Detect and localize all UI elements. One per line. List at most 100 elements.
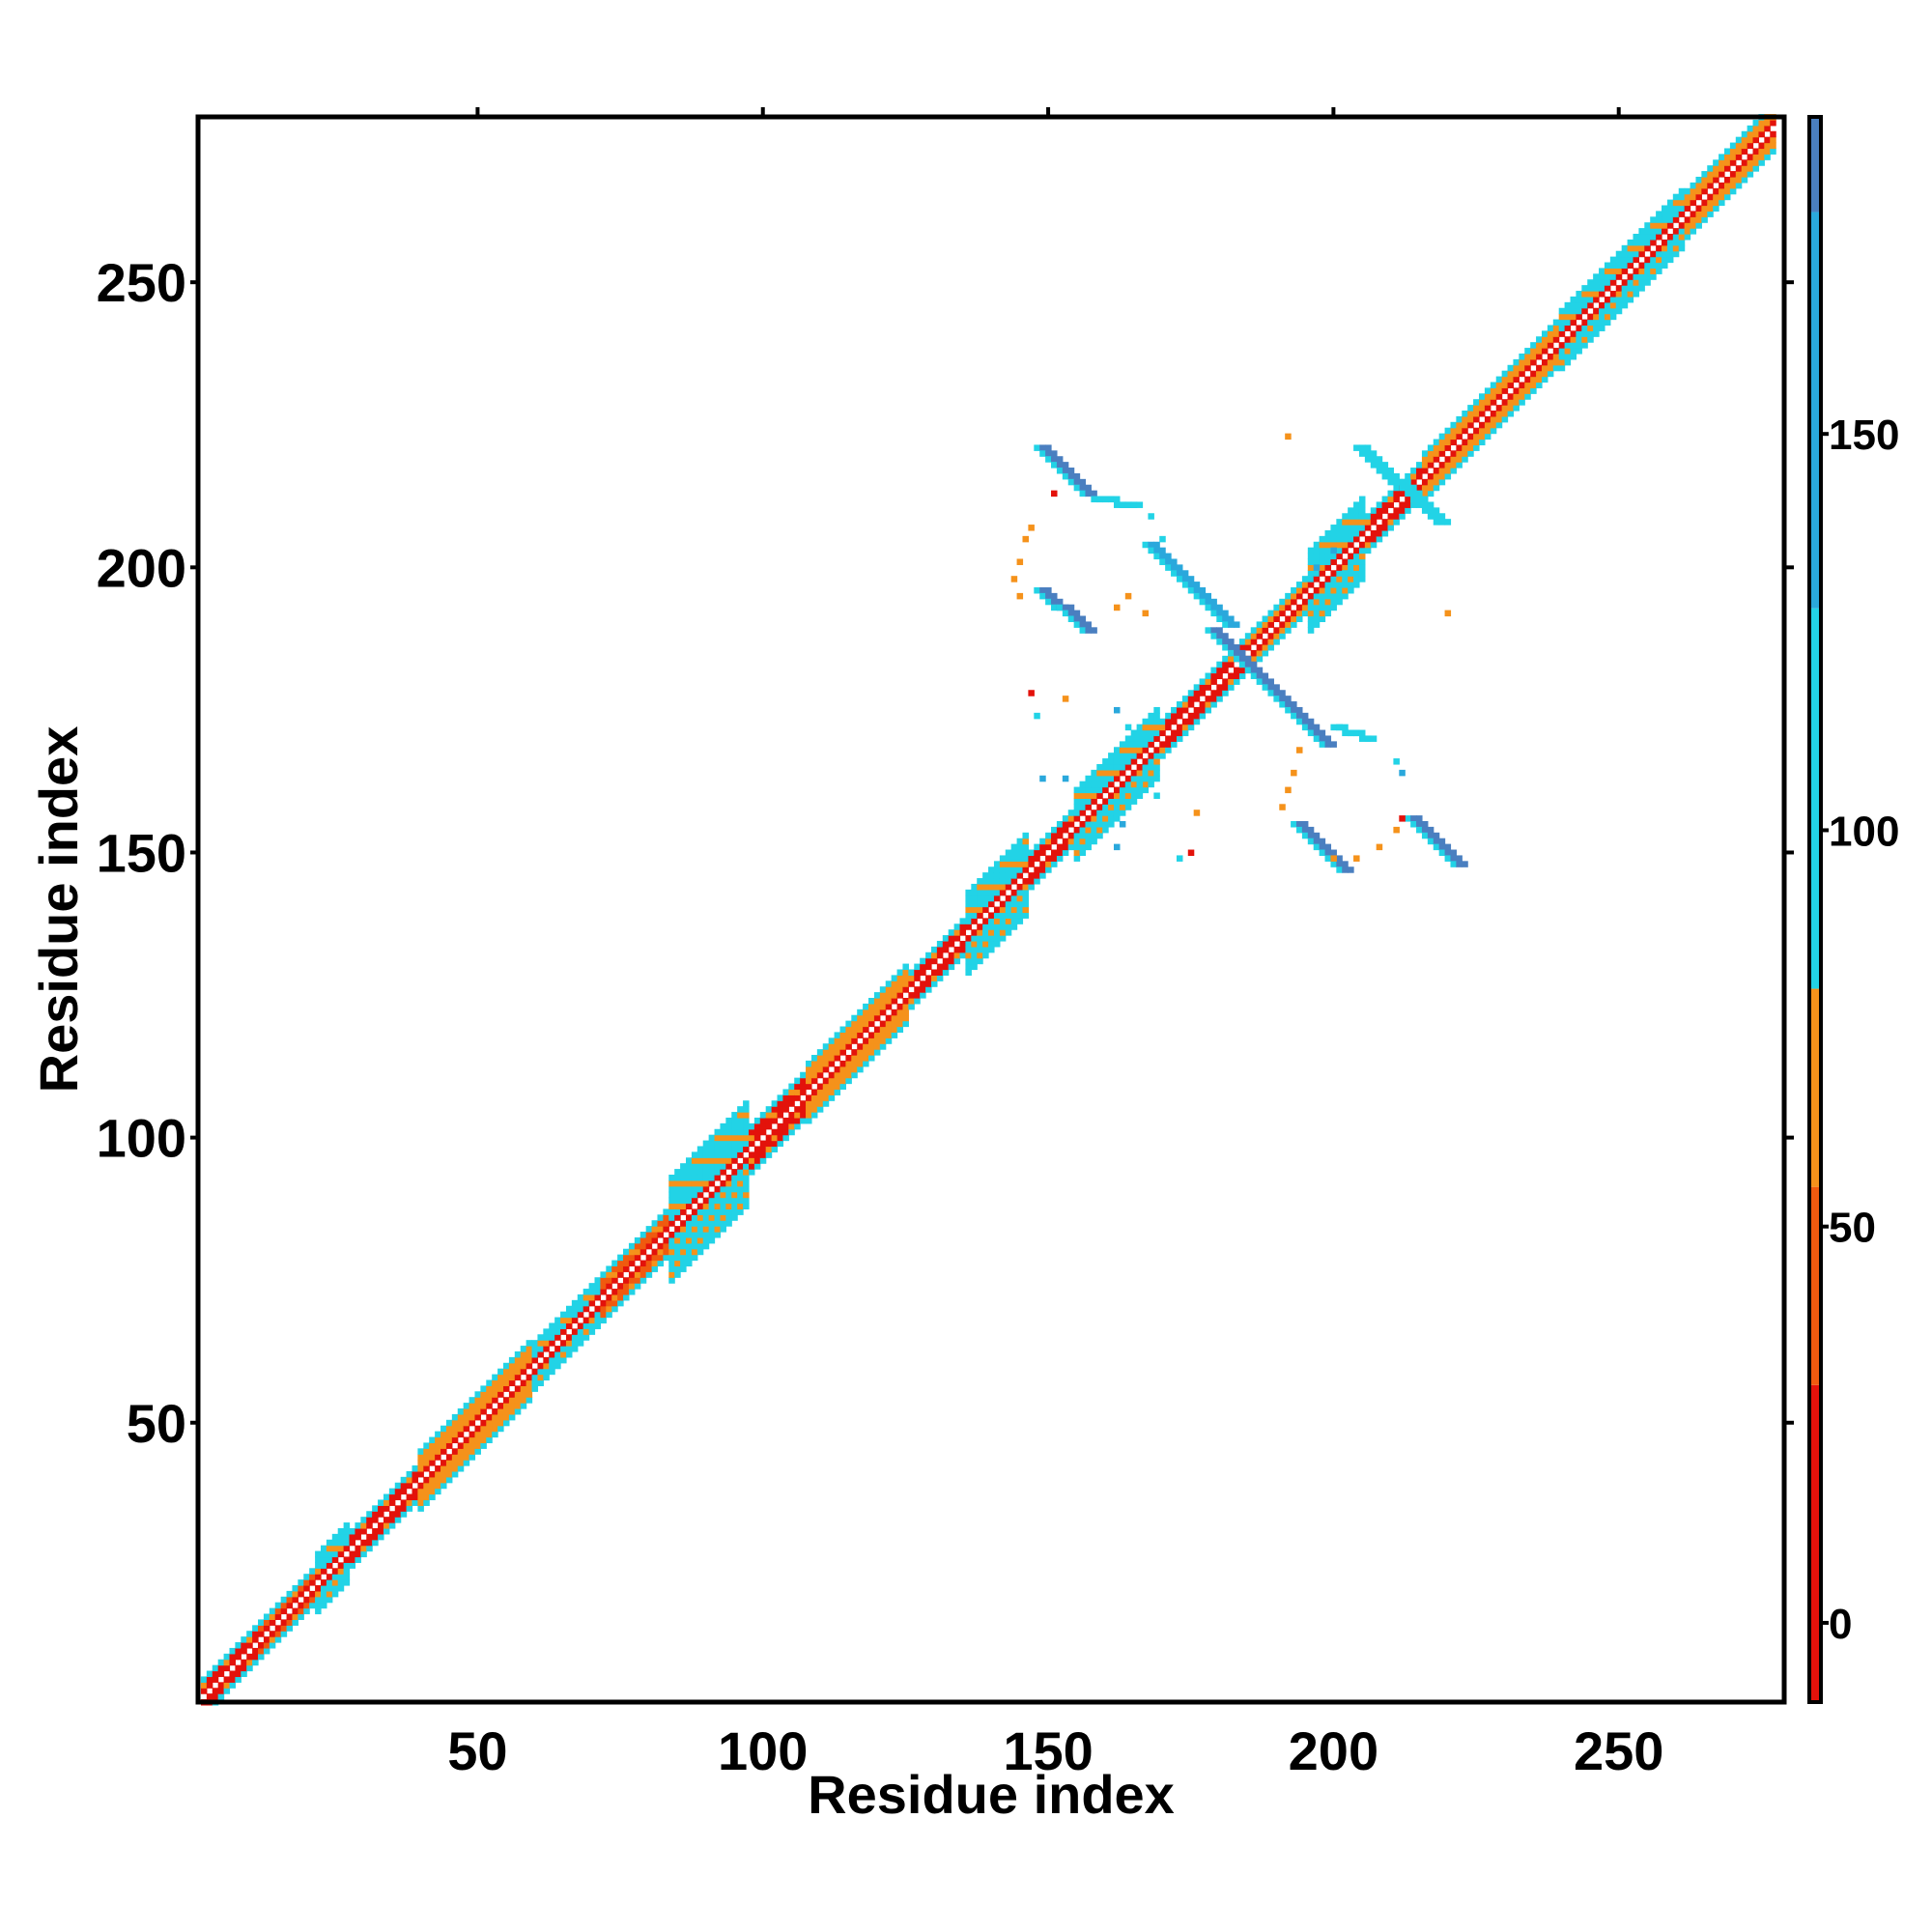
diagonal-cell	[1666, 256, 1674, 264]
diagonal-cell	[1678, 244, 1686, 252]
diagonal-cell	[1062, 838, 1069, 845]
diagonal-cell	[851, 1037, 858, 1044]
diagonal-cell	[1570, 319, 1577, 327]
diagonal-cell	[1005, 912, 1012, 919]
diagonal-cell	[1662, 262, 1668, 270]
diagonal-cell	[1005, 855, 1012, 862]
diagonal-cell	[1513, 387, 1520, 394]
strand-cell	[1193, 592, 1201, 600]
diagonal-cell	[1148, 729, 1154, 737]
strand-cell	[1091, 496, 1097, 503]
diagonal-cell	[1039, 838, 1046, 845]
diagonal-cell	[725, 1134, 732, 1142]
diagonal-cell	[668, 1232, 675, 1238]
diagonal-cell	[1719, 182, 1725, 189]
diagonal-cell	[1758, 154, 1765, 160]
diagonal-cell	[1484, 427, 1492, 435]
contact-cell	[1028, 525, 1035, 531]
diagonal-cell	[1256, 633, 1264, 639]
contact-cell	[1193, 810, 1201, 816]
diagonal-cell	[920, 992, 926, 999]
diagonal-cell	[725, 1191, 732, 1199]
diagonal-cell	[1073, 855, 1081, 862]
diagonal-cell	[1621, 279, 1629, 286]
diagonal-cell	[274, 1631, 282, 1637]
diagonal-cell	[588, 1299, 596, 1307]
diagonal-cell	[223, 1676, 231, 1683]
diagonal-cell	[863, 1049, 869, 1056]
strand-cell	[1039, 592, 1046, 600]
diagonal-cell	[1678, 205, 1686, 212]
diagonal-cell	[1501, 399, 1509, 406]
diagonal-cell	[1210, 667, 1217, 674]
strand-cell	[1353, 729, 1360, 737]
diagonal-cell	[720, 1169, 726, 1176]
diagonal-cell	[1547, 325, 1554, 331]
diagonal-cell	[674, 1260, 681, 1267]
diagonal-cell	[435, 1482, 441, 1490]
diagonal-cell	[1313, 592, 1321, 600]
diagonal-cell	[1358, 501, 1366, 508]
diagonal-cell	[737, 1197, 744, 1205]
diagonal-cell	[1113, 763, 1121, 771]
diagonal-cell	[714, 1214, 722, 1221]
diagonal-cell	[315, 1584, 322, 1592]
diagonal-cell	[1108, 792, 1115, 799]
diagonal-cell	[508, 1408, 516, 1415]
diagonal-cell	[686, 1191, 693, 1199]
diagonal-cell	[1558, 342, 1566, 349]
diagonal-cell	[1348, 519, 1354, 526]
diagonal-cell	[429, 1493, 436, 1501]
diagonal-cell	[725, 1220, 732, 1227]
diagonal-cell	[743, 1203, 750, 1210]
diagonal-cell	[982, 895, 989, 902]
diagonal-cell	[999, 889, 1007, 896]
diagonal-cell	[223, 1682, 231, 1689]
diagonal-cell	[1638, 268, 1645, 274]
diagonal-cell	[343, 1556, 351, 1563]
diagonal-cell	[1615, 256, 1623, 264]
diagonal-cell	[651, 1232, 659, 1238]
diagonal-cell	[315, 1550, 322, 1558]
diagonal-cell	[246, 1642, 253, 1649]
diagonal-cell	[360, 1539, 367, 1547]
diagonal-cell	[1609, 256, 1617, 264]
diagonal-cell	[554, 1334, 561, 1341]
diagonal-cell	[999, 872, 1007, 879]
diagonal-cell	[896, 1003, 904, 1010]
diagonal-cell	[714, 1232, 722, 1238]
strand-cell	[1405, 490, 1411, 497]
diagonal-cell	[349, 1550, 356, 1558]
diagonal-cell	[502, 1413, 510, 1421]
strand-cell	[1427, 826, 1435, 834]
diagonal-cell	[1570, 330, 1577, 337]
diagonal-cell	[1313, 604, 1321, 611]
diagonal-cell	[1348, 576, 1354, 582]
diagonal-cell	[1358, 553, 1366, 560]
diagonal-cell	[1222, 655, 1229, 663]
diagonal-cell	[743, 1122, 750, 1130]
diagonal-cell	[1609, 262, 1617, 270]
diagonal-cell	[1570, 348, 1577, 355]
diagonal-cell	[1273, 610, 1280, 617]
diagonal-cell	[1039, 843, 1046, 851]
strand-cell	[1199, 598, 1207, 606]
diagonal-cell	[868, 1032, 875, 1038]
diagonal-cell	[315, 1596, 322, 1604]
diagonal-cell	[714, 1185, 722, 1193]
diagonal-cell	[440, 1431, 447, 1438]
diagonal-cell	[816, 1100, 824, 1107]
diagonal-cell	[914, 997, 921, 1005]
diagonal-cell	[868, 1043, 875, 1050]
diagonal-cell	[720, 1179, 726, 1187]
diagonal-cell	[258, 1619, 265, 1626]
diagonal-cell	[1130, 747, 1138, 753]
diagonal-cell	[1010, 906, 1018, 914]
diagonal-cell	[782, 1122, 789, 1130]
strand-cell	[1113, 501, 1121, 508]
diagonal-cell	[748, 1134, 755, 1142]
diagonal-cell	[1091, 815, 1097, 822]
diagonal-cell	[1576, 313, 1582, 321]
diagonal-cell	[800, 1083, 807, 1091]
diagonal-cell	[480, 1408, 487, 1415]
